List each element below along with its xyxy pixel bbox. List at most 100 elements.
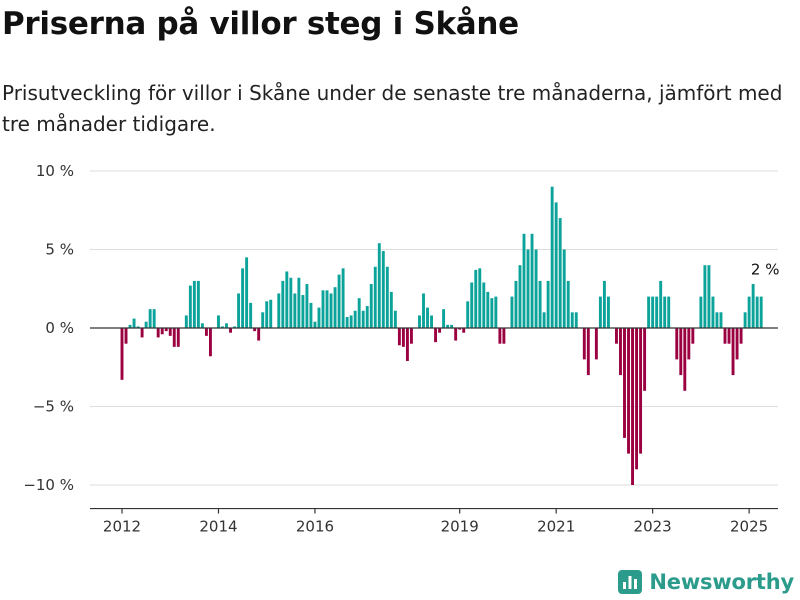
- bar[interactable]: [442, 309, 446, 328]
- bar[interactable]: [305, 284, 309, 328]
- bar[interactable]: [269, 299, 273, 328]
- bar[interactable]: [546, 280, 550, 328]
- bar[interactable]: [156, 328, 160, 338]
- bar[interactable]: [204, 328, 208, 336]
- bar[interactable]: [289, 277, 293, 328]
- bar[interactable]: [281, 280, 285, 328]
- bar[interactable]: [663, 296, 667, 328]
- bar[interactable]: [526, 249, 530, 329]
- bar[interactable]: [245, 257, 249, 328]
- bar[interactable]: [434, 328, 438, 343]
- bar[interactable]: [261, 312, 265, 328]
- bar[interactable]: [168, 328, 172, 336]
- bar[interactable]: [393, 310, 397, 328]
- bar[interactable]: [586, 328, 590, 376]
- bar[interactable]: [257, 328, 261, 341]
- bar[interactable]: [719, 312, 723, 328]
- bar[interactable]: [478, 268, 482, 328]
- bar[interactable]: [397, 328, 401, 346]
- bar[interactable]: [450, 324, 454, 328]
- bar[interactable]: [140, 328, 144, 338]
- bar[interactable]: [208, 328, 212, 357]
- bar[interactable]: [297, 277, 301, 328]
- bar[interactable]: [542, 312, 546, 328]
- bar[interactable]: [683, 328, 687, 391]
- bar[interactable]: [176, 328, 180, 347]
- bar[interactable]: [132, 318, 136, 328]
- bar[interactable]: [619, 328, 622, 376]
- bar[interactable]: [401, 328, 405, 347]
- bar[interactable]: [598, 296, 602, 328]
- bar[interactable]: [570, 312, 574, 328]
- bar[interactable]: [196, 280, 200, 328]
- bar[interactable]: [554, 202, 558, 328]
- bar[interactable]: [687, 328, 691, 360]
- bar[interactable]: [462, 328, 466, 333]
- bar[interactable]: [333, 287, 337, 328]
- bar[interactable]: [152, 309, 156, 328]
- bar[interactable]: [241, 268, 245, 328]
- bar[interactable]: [164, 328, 168, 332]
- bar[interactable]: [550, 186, 554, 328]
- bar[interactable]: [225, 323, 228, 328]
- bar[interactable]: [623, 328, 626, 438]
- bar[interactable]: [229, 328, 232, 333]
- bar[interactable]: [466, 301, 470, 328]
- bar[interactable]: [538, 280, 542, 328]
- bar[interactable]: [233, 326, 237, 328]
- bar[interactable]: [631, 328, 634, 485]
- bar[interactable]: [735, 328, 739, 360]
- bar[interactable]: [759, 296, 763, 328]
- bar[interactable]: [426, 307, 429, 328]
- bar[interactable]: [184, 315, 188, 328]
- bar[interactable]: [582, 328, 586, 360]
- bar[interactable]: [237, 293, 241, 328]
- bar[interactable]: [574, 312, 578, 328]
- bar[interactable]: [723, 328, 727, 344]
- bar[interactable]: [188, 285, 192, 328]
- bar[interactable]: [321, 290, 325, 328]
- bar[interactable]: [707, 265, 711, 328]
- bar[interactable]: [293, 293, 297, 328]
- bar[interactable]: [430, 315, 433, 328]
- bar[interactable]: [731, 328, 735, 376]
- bar[interactable]: [422, 293, 425, 328]
- bar[interactable]: [594, 328, 598, 360]
- bar[interactable]: [405, 328, 409, 361]
- bar[interactable]: [470, 282, 474, 328]
- bar[interactable]: [329, 293, 333, 328]
- bar[interactable]: [606, 296, 610, 328]
- bar[interactable]: [361, 310, 365, 328]
- bar[interactable]: [530, 233, 534, 328]
- bar[interactable]: [602, 280, 606, 328]
- bar[interactable]: [667, 296, 671, 328]
- bar[interactable]: [458, 328, 462, 330]
- bar[interactable]: [651, 296, 655, 328]
- bar[interactable]: [265, 301, 269, 328]
- bar[interactable]: [510, 296, 514, 328]
- bar[interactable]: [369, 284, 373, 328]
- bar[interactable]: [325, 290, 329, 328]
- bar[interactable]: [136, 326, 140, 328]
- bar[interactable]: [120, 328, 124, 380]
- bar[interactable]: [743, 312, 747, 328]
- bar[interactable]: [691, 328, 695, 344]
- bar[interactable]: [566, 280, 570, 328]
- bar[interactable]: [502, 328, 506, 344]
- bar[interactable]: [727, 328, 731, 344]
- bar[interactable]: [160, 328, 164, 335]
- bar[interactable]: [365, 306, 369, 328]
- bar[interactable]: [148, 309, 152, 328]
- bar[interactable]: [562, 249, 566, 329]
- bar[interactable]: [389, 291, 393, 328]
- bar[interactable]: [639, 328, 643, 454]
- bar[interactable]: [679, 328, 683, 376]
- bar[interactable]: [221, 326, 224, 328]
- bar[interactable]: [751, 284, 755, 328]
- bar[interactable]: [124, 328, 128, 344]
- bar[interactable]: [144, 321, 148, 328]
- bar[interactable]: [277, 293, 281, 328]
- bar[interactable]: [349, 315, 353, 328]
- bar[interactable]: [474, 269, 478, 328]
- bar[interactable]: [711, 296, 715, 328]
